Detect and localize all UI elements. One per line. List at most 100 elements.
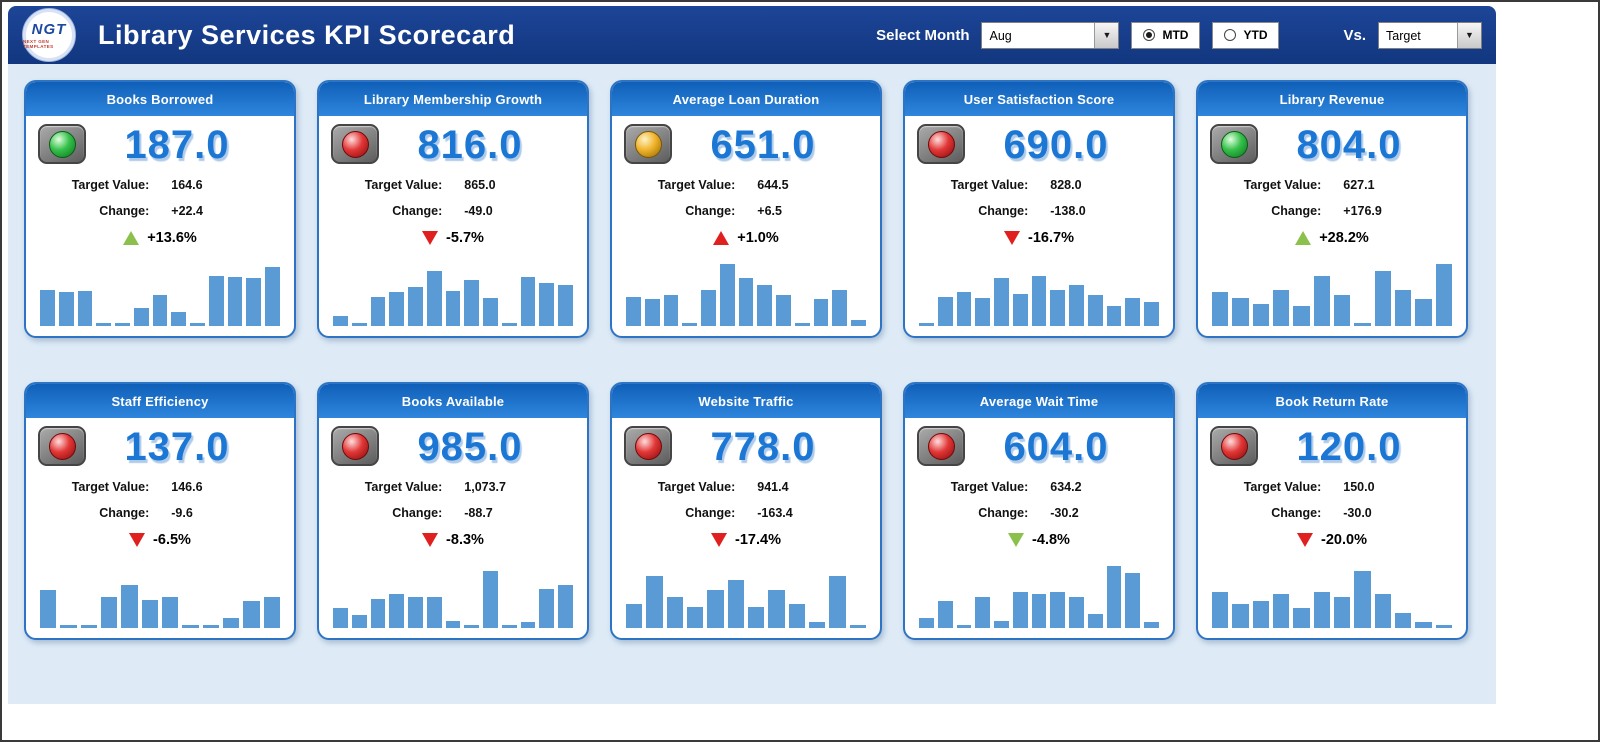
chart-bar (333, 608, 348, 628)
status-light-button[interactable] (38, 426, 86, 466)
chart-bar (539, 588, 555, 628)
target-label: Target Value: (71, 480, 150, 494)
change-value: +6.5 (757, 204, 782, 218)
chart-bar (483, 570, 498, 628)
change-percent: +13.6% (147, 230, 197, 246)
chart-bar (1252, 303, 1269, 326)
chart-bar (644, 299, 660, 326)
target-value: 627.1 (1343, 178, 1375, 192)
chart-bar (40, 289, 55, 326)
status-light-button[interactable] (917, 426, 965, 466)
chart-bar (1212, 292, 1229, 326)
status-light-button[interactable] (331, 124, 379, 164)
chart-bar (246, 278, 262, 326)
chart-bar (100, 596, 118, 628)
chart-bar (445, 621, 461, 628)
chart-bar (408, 597, 423, 628)
trend-bar-chart (612, 252, 880, 336)
status-light-icon (48, 130, 76, 158)
chart-bar (701, 289, 716, 326)
trend-bar-chart (905, 554, 1173, 638)
chart-bar (558, 285, 573, 326)
target-label: Target Value: (950, 480, 1029, 494)
chevron-down-icon[interactable]: ▼ (1094, 22, 1119, 48)
target-row: Target Value: 150.0 (1198, 474, 1466, 500)
chart-bar (182, 624, 199, 628)
vs-dropdown[interactable]: Target ▼ (1378, 21, 1482, 49)
status-light-icon (1220, 130, 1248, 158)
change-label: Change: (685, 204, 736, 218)
chart-bar (788, 603, 805, 628)
chart-bar (1212, 591, 1229, 628)
status-light-icon (634, 130, 662, 158)
chart-bar (58, 292, 74, 326)
vs-label: Vs. (1343, 26, 1366, 44)
kpi-value: 651.0 (710, 123, 816, 167)
target-value: 828.0 (1050, 178, 1082, 192)
kpi-value-row: 690.0 (905, 116, 1173, 172)
chart-bar (152, 294, 168, 326)
trend-row: -5.7% (319, 224, 587, 252)
change-row: Change: -30.2 (905, 500, 1173, 526)
status-light-icon (341, 432, 369, 460)
chart-bar (227, 277, 243, 326)
chart-bar (1050, 591, 1066, 628)
status-light-button[interactable] (624, 426, 672, 466)
chart-bar (1144, 622, 1159, 628)
chart-bar (994, 278, 1009, 326)
radio-selected-icon[interactable] (1143, 29, 1156, 41)
chart-bar (794, 322, 810, 326)
chevron-down-icon[interactable]: ▼ (1457, 22, 1481, 48)
chart-bar (121, 584, 138, 628)
kpi-card-title: Library Membership Growth (363, 91, 543, 107)
kpi-card-header: Books Available (319, 384, 587, 418)
kpi-card-header: Average Loan Duration (612, 82, 880, 116)
chart-bar (501, 624, 517, 628)
mtd-radio[interactable]: MTD (1131, 21, 1201, 49)
chart-bar (1415, 299, 1432, 326)
status-light-icon (1220, 432, 1248, 460)
chart-bar (80, 625, 97, 628)
change-row: Change: -88.7 (319, 500, 587, 526)
target-row: Target Value: 164.6 (26, 172, 294, 198)
target-label: Target Value: (364, 178, 443, 192)
trend-arrow-icon (1297, 533, 1314, 547)
chart-bar (333, 315, 348, 326)
chart-bar (263, 596, 280, 628)
ytd-radio[interactable]: YTD (1212, 21, 1280, 49)
chart-bar (1333, 295, 1351, 326)
status-light-button[interactable] (331, 426, 379, 466)
status-light-button[interactable] (1210, 426, 1258, 466)
chart-bar (1087, 295, 1103, 326)
kpi-value: 804.0 (1296, 123, 1402, 167)
chart-bar (813, 299, 829, 326)
month-dropdown[interactable]: Aug ▼ (981, 21, 1120, 49)
change-label: Change: (978, 204, 1029, 218)
chart-bar (1415, 622, 1432, 628)
trend-bar-chart (319, 554, 587, 638)
target-row: Target Value: 627.1 (1198, 172, 1466, 198)
status-light-button[interactable] (38, 124, 86, 164)
chart-bar (1012, 293, 1028, 326)
kpi-card-title: User Satisfaction Score (963, 91, 1115, 107)
change-label: Change: (99, 506, 150, 520)
chart-bar (243, 601, 260, 628)
chart-bar (265, 267, 280, 326)
chart-bar (757, 285, 773, 326)
trend-bar-chart (905, 252, 1173, 336)
change-row: Change: -49.0 (319, 198, 587, 224)
status-light-button[interactable] (624, 124, 672, 164)
kpi-card: Library Membership Growth 816.0 Target V… (317, 80, 589, 338)
kpi-card: Books Available 985.0 Target Value: 1,07… (317, 382, 589, 640)
change-percent: -16.7% (1028, 230, 1074, 246)
chart-bar (1374, 594, 1391, 628)
trend-arrow-icon (422, 533, 439, 547)
radio-unselected-icon[interactable] (1224, 29, 1237, 41)
status-light-icon (927, 130, 955, 158)
kpi-value-row: 778.0 (612, 418, 880, 474)
kpi-value-row: 985.0 (319, 418, 587, 474)
status-light-button[interactable] (1210, 124, 1258, 164)
chart-bar (370, 296, 386, 326)
status-light-button[interactable] (917, 124, 965, 164)
chart-bar (1106, 306, 1122, 326)
